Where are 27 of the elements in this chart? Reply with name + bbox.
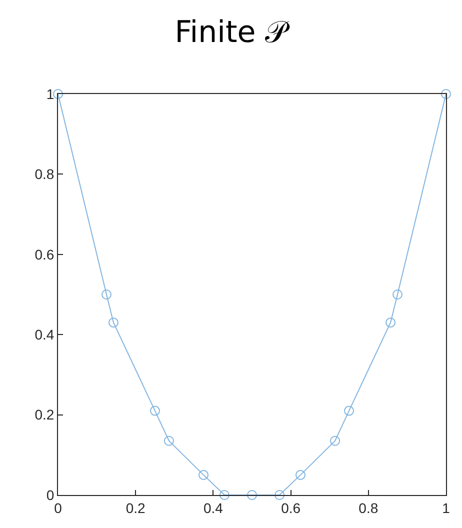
point: [108, 318, 118, 328]
point: [386, 318, 396, 328]
point: [247, 490, 257, 500]
point: [53, 89, 63, 99]
point: [274, 490, 285, 500]
y-tick-label: 1: [46, 86, 54, 102]
y-tick-label: 0.2: [34, 406, 54, 423]
point: [296, 470, 306, 480]
x-tick-label: 0.4: [203, 500, 224, 516]
y-tick-label: 0.6: [34, 246, 54, 262]
chart-title: Finite 𝒫: [174, 15, 290, 50]
point: [392, 290, 402, 300]
x-tick-label: 0.2: [126, 500, 146, 516]
point: [150, 406, 160, 416]
point: [219, 490, 230, 500]
x-tick-label: 0.6: [281, 500, 301, 516]
point: [198, 470, 208, 480]
y-tick-label: 0.4: [34, 326, 54, 342]
y-tick-label: 0: [46, 486, 54, 503]
x-tick-label: 0.8: [358, 500, 378, 516]
x-tick-label: 1: [442, 500, 450, 516]
point: [441, 89, 451, 99]
point: [164, 436, 174, 446]
y-tick-label: 0.8: [34, 166, 54, 182]
point: [102, 290, 112, 300]
point: [330, 436, 340, 446]
point: [344, 406, 354, 416]
